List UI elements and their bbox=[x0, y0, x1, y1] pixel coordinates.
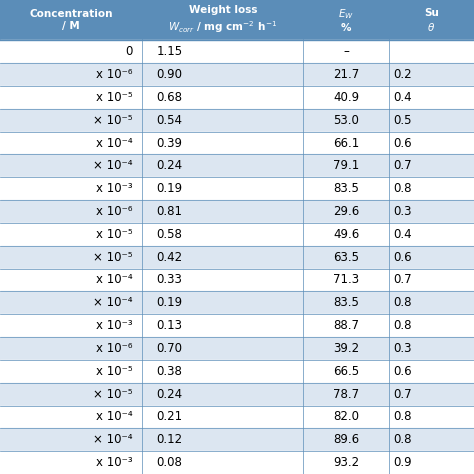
Bar bbox=[0, 292, 474, 314]
Text: Weight loss
$W_{corr}$ / mg cm$^{-2}$ h$^{-1}$: Weight loss $W_{corr}$ / mg cm$^{-2}$ h$… bbox=[168, 6, 277, 35]
Text: 0.8: 0.8 bbox=[393, 319, 412, 332]
Text: 1.15: 1.15 bbox=[156, 45, 182, 58]
Text: Concentration
/ M: Concentration / M bbox=[29, 9, 113, 31]
Text: 53.0: 53.0 bbox=[333, 114, 359, 127]
Text: 39.2: 39.2 bbox=[333, 342, 359, 355]
Bar bbox=[0, 337, 474, 360]
Bar bbox=[0, 177, 474, 200]
Text: 0.70: 0.70 bbox=[156, 342, 182, 355]
Text: 0.24: 0.24 bbox=[156, 159, 182, 173]
Bar bbox=[0, 383, 474, 406]
Text: 21.7: 21.7 bbox=[333, 68, 359, 81]
Text: x 10⁻⁵: x 10⁻⁵ bbox=[96, 228, 133, 241]
Text: x 10⁻⁴: x 10⁻⁴ bbox=[96, 273, 133, 286]
Text: 0.33: 0.33 bbox=[156, 273, 182, 286]
Bar bbox=[0, 155, 474, 177]
Text: x 10⁻⁵: x 10⁻⁵ bbox=[96, 365, 133, 378]
Bar bbox=[0, 428, 474, 451]
Bar bbox=[0, 40, 474, 63]
Text: 71.3: 71.3 bbox=[333, 273, 359, 286]
Text: × 10⁻⁵: × 10⁻⁵ bbox=[93, 388, 133, 401]
Text: Su
$\theta$: Su $\theta$ bbox=[424, 8, 439, 33]
Text: 0.7: 0.7 bbox=[393, 273, 412, 286]
Text: 29.6: 29.6 bbox=[333, 205, 359, 218]
Bar bbox=[0, 360, 474, 383]
Bar bbox=[0, 223, 474, 246]
Text: 63.5: 63.5 bbox=[333, 251, 359, 264]
Text: x 10⁻⁶: x 10⁻⁶ bbox=[96, 342, 133, 355]
Text: × 10⁻⁴: × 10⁻⁴ bbox=[93, 296, 133, 310]
Text: 0.81: 0.81 bbox=[156, 205, 182, 218]
Bar bbox=[0, 451, 474, 474]
Text: $E_W$
%: $E_W$ % bbox=[338, 7, 354, 33]
Text: 0.19: 0.19 bbox=[156, 296, 182, 310]
Text: 0.3: 0.3 bbox=[393, 205, 412, 218]
Text: x 10⁻³: x 10⁻³ bbox=[96, 182, 133, 195]
Text: 0.42: 0.42 bbox=[156, 251, 182, 264]
Text: 0.6: 0.6 bbox=[393, 365, 412, 378]
Text: –: – bbox=[343, 45, 349, 58]
Bar bbox=[0, 132, 474, 155]
Text: x 10⁻³: x 10⁻³ bbox=[96, 456, 133, 469]
Text: × 10⁻⁵: × 10⁻⁵ bbox=[93, 251, 133, 264]
Text: 0.4: 0.4 bbox=[393, 228, 412, 241]
Text: 66.5: 66.5 bbox=[333, 365, 359, 378]
Bar bbox=[0, 200, 474, 223]
Text: 0.13: 0.13 bbox=[156, 319, 182, 332]
Text: × 10⁻⁴: × 10⁻⁴ bbox=[93, 159, 133, 173]
Text: 79.1: 79.1 bbox=[333, 159, 359, 173]
Text: 0.90: 0.90 bbox=[156, 68, 182, 81]
Text: 0.38: 0.38 bbox=[156, 365, 182, 378]
Bar bbox=[0, 86, 474, 109]
Text: × 10⁻⁴: × 10⁻⁴ bbox=[93, 433, 133, 446]
Text: 0.58: 0.58 bbox=[156, 228, 182, 241]
Text: 0.5: 0.5 bbox=[393, 114, 412, 127]
Text: 0.19: 0.19 bbox=[156, 182, 182, 195]
Text: 0.24: 0.24 bbox=[156, 388, 182, 401]
Text: 0.8: 0.8 bbox=[393, 410, 412, 423]
Text: x 10⁻⁴: x 10⁻⁴ bbox=[96, 137, 133, 149]
Text: 0.21: 0.21 bbox=[156, 410, 182, 423]
Text: x 10⁻⁶: x 10⁻⁶ bbox=[96, 205, 133, 218]
Text: 0.12: 0.12 bbox=[156, 433, 182, 446]
Text: × 10⁻⁵: × 10⁻⁵ bbox=[93, 114, 133, 127]
Text: 0.7: 0.7 bbox=[393, 159, 412, 173]
Text: 0.7: 0.7 bbox=[393, 388, 412, 401]
Bar bbox=[0, 109, 474, 132]
Text: 88.7: 88.7 bbox=[333, 319, 359, 332]
Text: 49.6: 49.6 bbox=[333, 228, 359, 241]
Text: 0.8: 0.8 bbox=[393, 182, 412, 195]
Text: 93.2: 93.2 bbox=[333, 456, 359, 469]
Text: x 10⁻⁴: x 10⁻⁴ bbox=[96, 410, 133, 423]
Text: 78.7: 78.7 bbox=[333, 388, 359, 401]
Text: 89.6: 89.6 bbox=[333, 433, 359, 446]
Text: 40.9: 40.9 bbox=[333, 91, 359, 104]
Bar bbox=[0, 63, 474, 86]
Text: x 10⁻⁵: x 10⁻⁵ bbox=[96, 91, 133, 104]
Text: x 10⁻⁶: x 10⁻⁶ bbox=[96, 68, 133, 81]
Text: 0.8: 0.8 bbox=[393, 433, 412, 446]
Bar bbox=[0, 269, 474, 292]
Text: 0.54: 0.54 bbox=[156, 114, 182, 127]
Bar bbox=[0, 0, 474, 40]
Text: 83.5: 83.5 bbox=[333, 182, 359, 195]
Text: 0.68: 0.68 bbox=[156, 91, 182, 104]
Text: 83.5: 83.5 bbox=[333, 296, 359, 310]
Bar bbox=[0, 246, 474, 269]
Bar bbox=[0, 406, 474, 428]
Text: 0.3: 0.3 bbox=[393, 342, 412, 355]
Bar bbox=[0, 314, 474, 337]
Text: 66.1: 66.1 bbox=[333, 137, 359, 149]
Text: 82.0: 82.0 bbox=[333, 410, 359, 423]
Text: 0.4: 0.4 bbox=[393, 91, 412, 104]
Text: 0.6: 0.6 bbox=[393, 137, 412, 149]
Text: 0.9: 0.9 bbox=[393, 456, 412, 469]
Text: 0.2: 0.2 bbox=[393, 68, 412, 81]
Text: 0: 0 bbox=[125, 45, 133, 58]
Text: 0.8: 0.8 bbox=[393, 296, 412, 310]
Text: 0.39: 0.39 bbox=[156, 137, 182, 149]
Text: x 10⁻³: x 10⁻³ bbox=[96, 319, 133, 332]
Text: 0.08: 0.08 bbox=[156, 456, 182, 469]
Text: 0.6: 0.6 bbox=[393, 251, 412, 264]
